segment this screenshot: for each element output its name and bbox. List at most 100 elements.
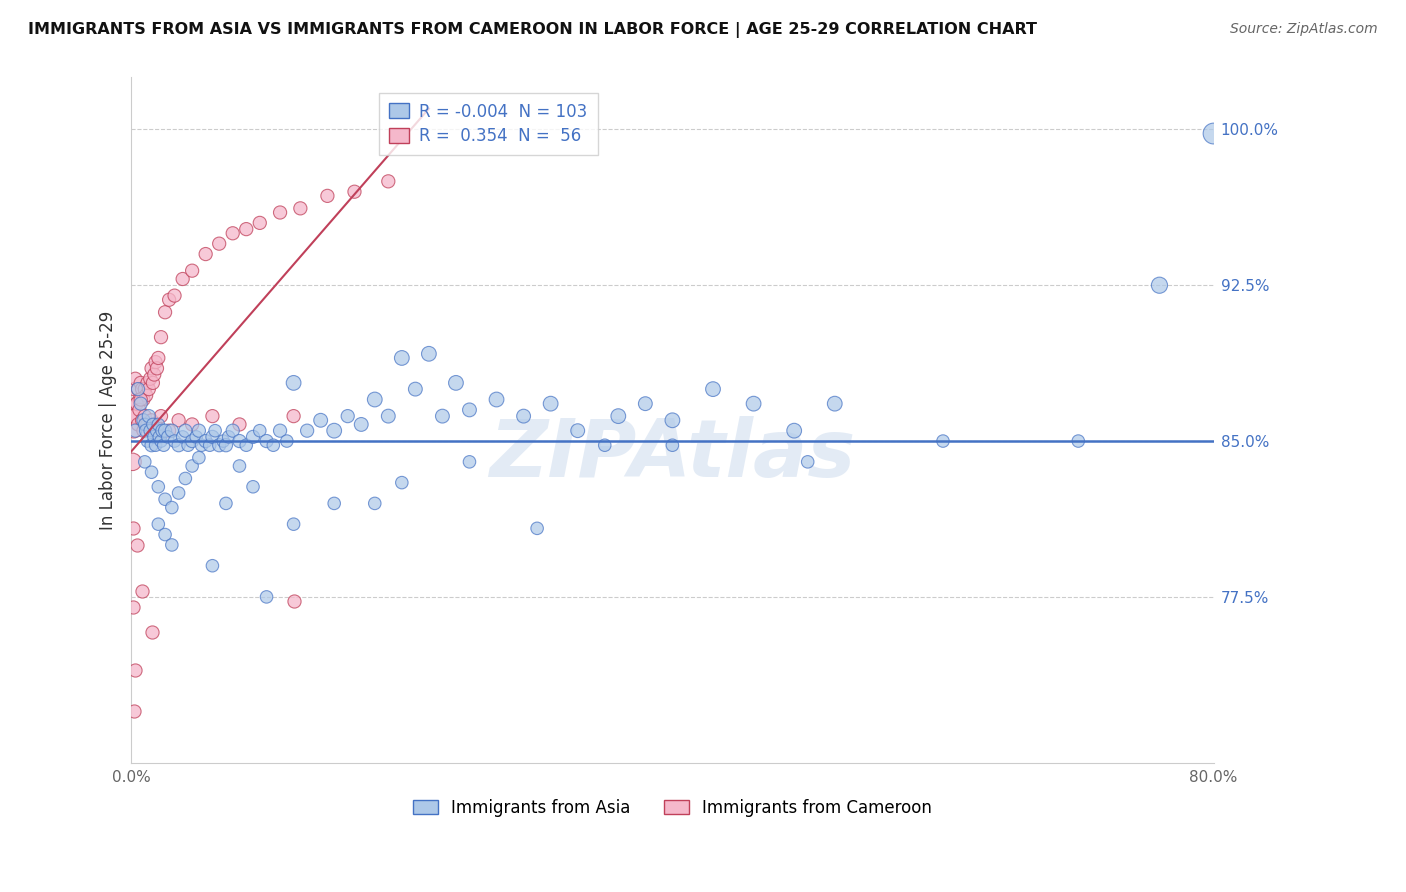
Point xyxy=(283,376,305,390)
Point xyxy=(145,417,167,432)
Point xyxy=(204,424,226,438)
Point xyxy=(364,392,387,407)
Point xyxy=(932,434,955,448)
Point xyxy=(742,397,765,411)
Text: ZIPAtlas: ZIPAtlas xyxy=(489,416,855,493)
Point xyxy=(121,521,143,535)
Point xyxy=(143,430,166,444)
Point xyxy=(125,397,148,411)
Point xyxy=(148,480,170,494)
Point xyxy=(136,434,159,448)
Point xyxy=(172,272,194,286)
Point xyxy=(125,397,148,411)
Point xyxy=(512,409,534,424)
Point xyxy=(194,434,217,448)
Point xyxy=(661,438,683,452)
Y-axis label: In Labor Force | Age 25-29: In Labor Force | Age 25-29 xyxy=(100,310,117,530)
Point xyxy=(1202,127,1225,141)
Point xyxy=(458,403,481,417)
Point xyxy=(391,475,413,490)
Point xyxy=(134,417,156,432)
Point xyxy=(150,330,173,344)
Point xyxy=(163,288,186,302)
Point xyxy=(124,424,146,438)
Point xyxy=(131,413,153,427)
Point xyxy=(377,409,399,424)
Point xyxy=(249,424,271,438)
Point xyxy=(148,417,170,432)
Point xyxy=(242,430,264,444)
Point xyxy=(309,413,332,427)
Point xyxy=(127,382,149,396)
Point xyxy=(145,438,167,452)
Point xyxy=(336,409,359,424)
Point xyxy=(186,430,208,444)
Point xyxy=(201,558,224,573)
Point xyxy=(157,293,180,307)
Point xyxy=(458,455,481,469)
Point xyxy=(160,500,183,515)
Point xyxy=(122,382,145,396)
Point xyxy=(121,409,143,424)
Point xyxy=(235,222,257,236)
Point xyxy=(150,409,173,424)
Point xyxy=(215,496,238,510)
Point xyxy=(156,430,179,444)
Point xyxy=(124,663,146,677)
Point xyxy=(1067,434,1090,448)
Point xyxy=(290,202,312,216)
Point xyxy=(172,430,194,444)
Point xyxy=(142,376,165,390)
Point xyxy=(212,434,235,448)
Point xyxy=(404,382,426,396)
Point xyxy=(150,424,173,438)
Point xyxy=(796,455,818,469)
Text: Source: ZipAtlas.com: Source: ZipAtlas.com xyxy=(1230,22,1378,37)
Point xyxy=(343,185,366,199)
Point xyxy=(127,382,149,396)
Point xyxy=(141,413,163,427)
Point xyxy=(262,438,284,452)
Point xyxy=(135,388,157,402)
Point xyxy=(485,392,508,407)
Point xyxy=(153,492,176,507)
Point xyxy=(567,424,589,438)
Point xyxy=(127,417,149,432)
Point xyxy=(242,480,264,494)
Point xyxy=(160,424,183,438)
Point xyxy=(128,392,150,407)
Point xyxy=(167,438,190,452)
Point xyxy=(132,424,155,438)
Point xyxy=(153,424,176,438)
Point xyxy=(148,517,170,532)
Point xyxy=(139,424,162,438)
Point xyxy=(350,417,373,432)
Point xyxy=(149,430,172,444)
Point xyxy=(153,305,176,319)
Point xyxy=(526,521,548,535)
Point xyxy=(222,227,245,241)
Point xyxy=(136,376,159,390)
Point xyxy=(141,625,163,640)
Point xyxy=(132,413,155,427)
Point xyxy=(1149,278,1171,293)
Point xyxy=(134,455,156,469)
Point xyxy=(125,538,148,552)
Point xyxy=(134,382,156,396)
Point xyxy=(122,704,145,718)
Point xyxy=(129,392,152,407)
Point xyxy=(181,434,204,448)
Point xyxy=(323,496,346,510)
Point xyxy=(256,590,278,604)
Point xyxy=(783,424,806,438)
Point xyxy=(145,355,167,369)
Point xyxy=(152,438,174,452)
Point xyxy=(634,397,657,411)
Point xyxy=(174,471,197,485)
Point xyxy=(139,372,162,386)
Point xyxy=(124,409,146,424)
Point xyxy=(132,392,155,407)
Point xyxy=(121,600,143,615)
Point xyxy=(167,413,190,427)
Point xyxy=(269,205,291,219)
